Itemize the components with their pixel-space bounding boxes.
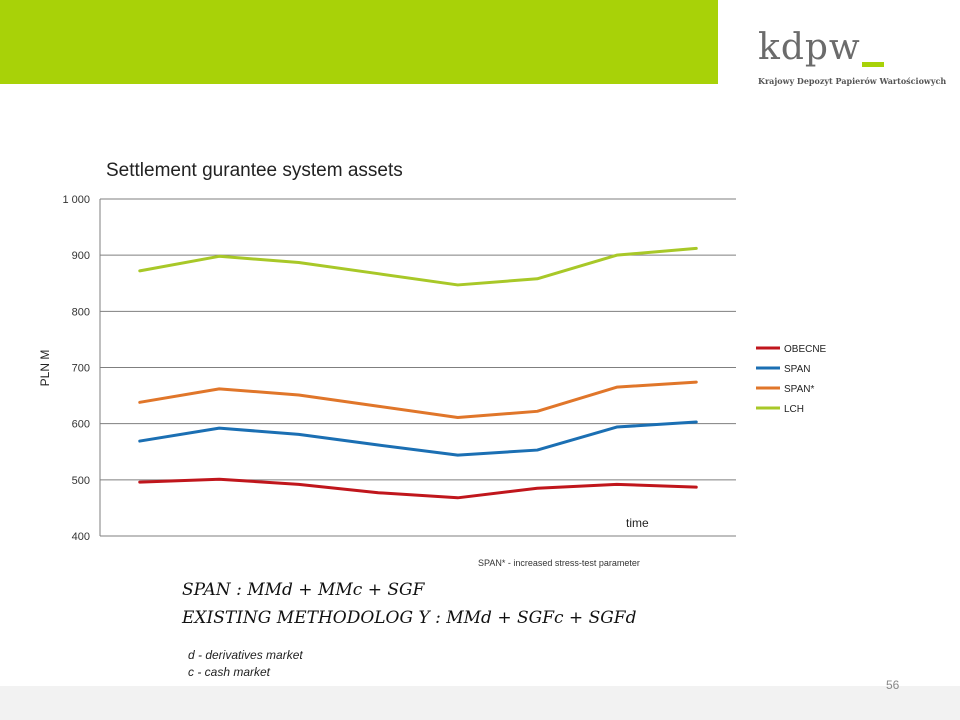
x-axis-label: time <box>626 516 649 530</box>
legend-label: SPAN <box>784 364 811 375</box>
series-line-span- <box>138 380 698 419</box>
series-line-span <box>138 420 698 457</box>
definition-cash: c - cash market <box>188 665 271 679</box>
formula-span: SPAN : MMd + MMc + SGF <box>182 580 425 600</box>
y-tick-label: 400 <box>72 531 90 543</box>
y-tick-label: 900 <box>72 250 90 262</box>
logo-subtitle: Krajowy Depozyt Papierów Wartościowych <box>758 76 947 86</box>
logo-word: kdpw <box>758 27 861 68</box>
logo-dash <box>862 62 884 67</box>
legend-label: OBECNE <box>784 344 827 355</box>
y-tick-label: 800 <box>72 306 90 318</box>
footnote: SPAN* - increased stress-test parameter <box>478 558 640 568</box>
footer-band <box>0 686 960 720</box>
kdpw-logo: kdpw Krajowy Depozyt Papierów Wartościow… <box>758 28 948 92</box>
y-tick-label: 600 <box>72 419 90 431</box>
legend-label: SPAN* <box>784 384 814 395</box>
header-green-bar <box>0 0 718 84</box>
y-tick-label: 700 <box>72 363 90 375</box>
formula-existing: EXISTING METHODOLOG Y : MMd + SGFc + SGF… <box>182 608 637 628</box>
y-axis-label: PLN M <box>38 350 52 387</box>
series-line-obecne <box>138 477 698 500</box>
definition-derivatives: d - derivatives market <box>188 648 303 662</box>
series-line-lch <box>138 246 698 287</box>
chart-title: Settlement gurantee system assets <box>106 160 403 181</box>
legend-label: LCH <box>784 404 804 415</box>
y-tick-label: 1 000 <box>62 194 90 206</box>
page-number: 56 <box>886 678 900 692</box>
y-tick-label: 500 <box>72 475 90 487</box>
